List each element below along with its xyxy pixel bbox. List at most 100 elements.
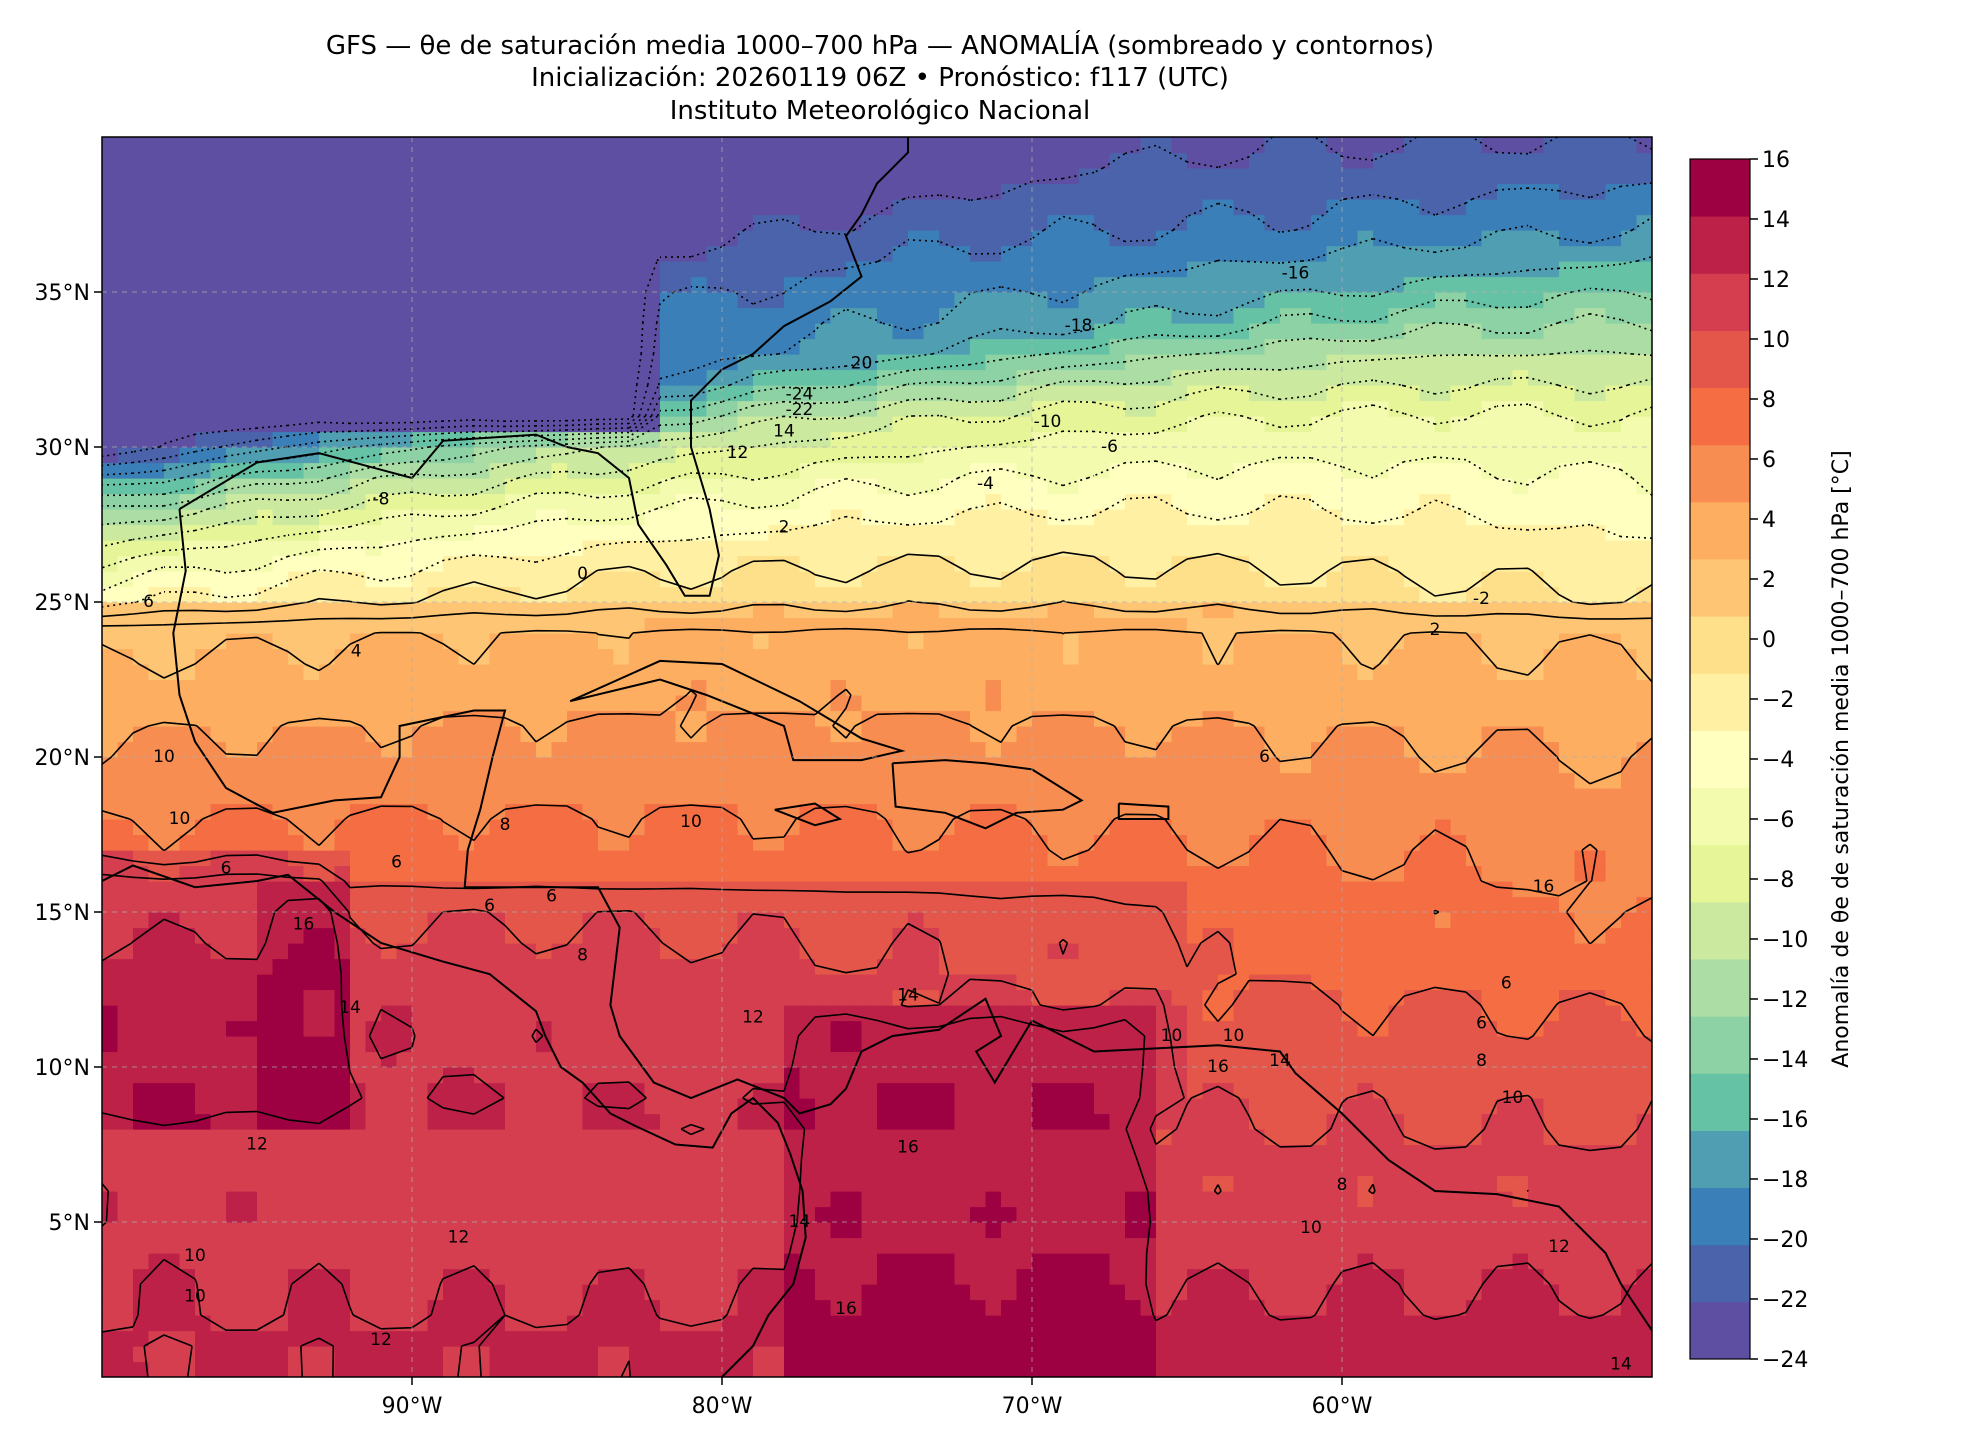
colorbar-tick-label: 2 <box>1762 568 1776 593</box>
colorbar-segment <box>1690 616 1750 674</box>
colorbar-segment <box>1690 444 1750 503</box>
contour-m22 <box>102 137 1652 458</box>
contour-m20 <box>102 182 1652 467</box>
contour-label: -2 <box>1473 589 1490 609</box>
colorbar-segment <box>1690 730 1750 789</box>
contour-label: 8 <box>577 945 588 965</box>
contour-0 <box>102 551 1652 618</box>
contour-6 <box>102 688 1652 785</box>
contour-label: -4 <box>977 474 994 494</box>
contour-8 <box>102 804 1652 945</box>
colorbar-tick-label: 16 <box>1762 148 1790 173</box>
contour-label: 4 <box>351 642 362 662</box>
colorbar-segment <box>1690 1187 1750 1246</box>
contour-label: 14 <box>1269 1051 1291 1071</box>
contour-label: 6 <box>143 592 154 612</box>
contour-label: 10 <box>1161 1026 1183 1046</box>
contour-label: -10 <box>1034 412 1062 432</box>
contour-m6 <box>102 403 1652 569</box>
coastline-5 <box>774 802 843 827</box>
contour-label: 16 <box>835 1299 857 1319</box>
colorbar-tick-label: −14 <box>1762 1048 1808 1073</box>
colorbar-segment <box>1690 1073 1750 1131</box>
contour-m4 <box>102 456 1652 592</box>
colorbar-label: Anomalía de θe de saturación media 1000–… <box>1829 450 1854 1067</box>
contour-label: 10 <box>1300 1218 1322 1238</box>
colorbar-segment <box>1690 901 1750 960</box>
contour-label: 10 <box>1502 1088 1524 1108</box>
colorbar-tick-label: −6 <box>1762 808 1794 833</box>
contour-label: 6 <box>546 887 557 907</box>
colorbar-segment <box>1690 159 1750 217</box>
title-line-3: Instituto Meteorológico Nacional <box>669 96 1091 126</box>
contour-label: -24 <box>786 384 814 404</box>
contour-label: 6 <box>1259 747 1270 767</box>
colorbar-tick-label: −4 <box>1762 748 1794 773</box>
contour-m12 <box>102 313 1652 507</box>
title-line-1: GFS — θe de saturación media 1000–700 hP… <box>325 31 1435 61</box>
contour-label: 0 <box>577 564 588 584</box>
contour-label: 10 <box>169 809 191 829</box>
contour-label: 2 <box>1430 620 1441 640</box>
contour-2 <box>102 600 1652 627</box>
colorbar-tick-label: 10 <box>1762 328 1790 353</box>
contour-m2 <box>102 495 1652 608</box>
colorbar-tick-label: −20 <box>1762 1228 1808 1253</box>
contour-label: 8 <box>1337 1175 1348 1195</box>
x-tick-label: 80°W <box>692 1394 753 1419</box>
contour-label: -18 <box>1065 316 1093 336</box>
coastline-0 <box>178 137 909 597</box>
colorbar-tick-label: 8 <box>1762 388 1776 413</box>
colorbar-tick-label: −8 <box>1762 868 1794 893</box>
coastline-6 <box>1117 802 1170 820</box>
contour-label: 10 <box>153 747 175 767</box>
contour-label: 14 <box>789 1212 811 1232</box>
colorbar-tick-label: 0 <box>1762 628 1776 653</box>
colorbar-tick-label: 14 <box>1762 208 1790 233</box>
y-tick-label: 5°N <box>49 1211 90 1236</box>
y-tick-label: 20°N <box>35 746 90 771</box>
colorbar-segment <box>1690 559 1750 617</box>
contour-label: 10 <box>1223 1026 1245 1046</box>
colorbar-segment <box>1690 1130 1750 1189</box>
contour-label: 20 <box>851 353 873 373</box>
contour-label: -16 <box>1282 263 1310 283</box>
colorbar-segment <box>1690 330 1750 389</box>
contour-label: 6 <box>484 896 495 916</box>
contour-label: 12 <box>742 1007 764 1027</box>
contour-label: 14 <box>339 998 361 1018</box>
contour-12 <box>102 873 1652 1195</box>
contour-label: 12 <box>448 1228 470 1248</box>
colorbar-tick-label: −18 <box>1762 1168 1808 1193</box>
contour-label: 6 <box>1501 973 1512 993</box>
colorbar-segment <box>1690 787 1750 846</box>
contour-label: 14 <box>1610 1355 1632 1375</box>
colorbar-segment <box>1690 501 1750 560</box>
contour-label: 6 <box>1476 1014 1487 1034</box>
contour-label: 10 <box>184 1246 206 1266</box>
colorbar-tick-label: −22 <box>1762 1288 1808 1313</box>
contour-label: 8 <box>500 815 511 835</box>
contour-label: 16 <box>897 1138 919 1158</box>
colorbar-segment <box>1690 387 1750 446</box>
gridlines <box>102 137 1652 1377</box>
contour-m14 <box>102 287 1652 497</box>
title-line-2: Inicialización: 20260119 06Z • Pronóstic… <box>531 63 1229 93</box>
contour-label: 10 <box>680 812 702 832</box>
contour-label: 14 <box>773 422 795 442</box>
contour-4 <box>102 627 1652 683</box>
colorbar-segment <box>1690 844 1750 903</box>
contour-label: 12 <box>727 443 749 463</box>
contour-label: 8 <box>1476 1051 1487 1071</box>
coastline-1 <box>172 508 1652 1332</box>
y-tick-label: 10°N <box>35 1056 90 1081</box>
colorbar-tick-label: 4 <box>1762 508 1776 533</box>
contour-label: 14 <box>897 986 919 1006</box>
y-tick-label: 15°N <box>35 901 90 926</box>
contour-label: 6 <box>391 852 402 872</box>
contour-label: -6 <box>1101 437 1118 457</box>
colorbar-segment <box>1690 1016 1750 1074</box>
